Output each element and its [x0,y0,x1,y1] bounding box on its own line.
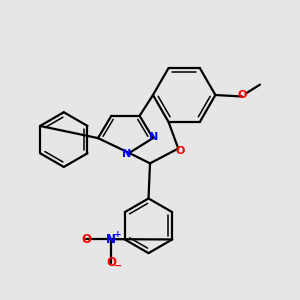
Text: N: N [106,233,116,246]
Text: O: O [106,256,116,269]
Text: O: O [176,146,185,156]
Text: −: − [114,261,122,271]
Text: O: O [81,233,91,246]
Text: +: + [114,230,122,239]
Text: O: O [238,90,247,100]
Text: N: N [122,149,131,160]
Text: N: N [149,132,158,142]
